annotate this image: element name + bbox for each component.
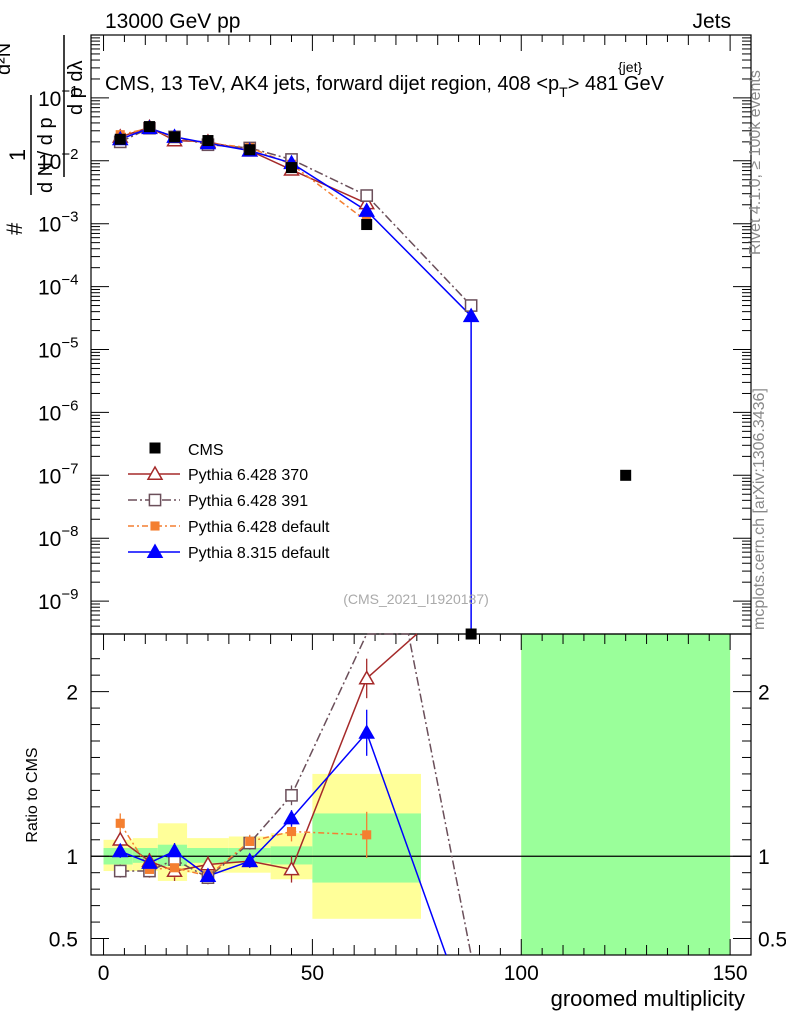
ratio-data-point <box>199 867 217 882</box>
y-tick-label: 10−5 <box>38 335 78 363</box>
ratio-x-label: groomed multiplicity <box>551 986 745 1011</box>
y-tick-label: 10−2 <box>38 146 78 174</box>
mcplots-label: mcplots.cern.ch [arXiv:1306.3436] <box>751 388 768 630</box>
stat-band <box>270 846 313 865</box>
ylabel-frac1-den: d N / d p <box>35 117 57 193</box>
cms-data-point <box>286 162 298 174</box>
cms-data-point <box>620 469 632 481</box>
tick-labels: 10−1 10−2 10−3 10−4 10−5 10−6 10−7 10−8 10−9 0 50 1… <box>38 83 786 985</box>
ylabel-hash: # <box>2 222 27 235</box>
ratio-data-point <box>115 818 125 828</box>
ratio-data-point <box>113 864 127 878</box>
header-right: Jets <box>692 10 731 33</box>
plot-frames <box>90 34 752 956</box>
watermark: (CMS_2021_I1920187) <box>343 591 489 607</box>
ratio-data-point <box>286 826 297 837</box>
chart-title: CMS, 13 TeV, AK4 jets, forward dijet reg… <box>105 73 665 100</box>
y-tick-label: 10−6 <box>38 397 78 425</box>
ratio-y-tick-label: 2 <box>66 682 78 705</box>
cms-data-point <box>143 121 155 133</box>
ylabel-frac2-num: d²N <box>0 43 15 75</box>
legend-label: Pythia 8.315 default <box>188 545 330 562</box>
cms-data-point <box>361 219 373 231</box>
stat-band <box>521 634 731 955</box>
y-tick-label: 10−1 <box>38 83 78 111</box>
ratio-y-tick-label: 1 <box>66 846 78 869</box>
cms-data-point <box>244 144 256 156</box>
legend-label-cms: CMS <box>188 442 224 459</box>
header-left: 13000 GeV pp <box>105 10 240 33</box>
ratio-data-point <box>141 854 158 869</box>
ratio-uncertainty-bands <box>103 634 731 955</box>
ratio-y-tick-label: 0.5 <box>758 929 786 952</box>
legend: CMS Pythia 6.428 370 Pythia 6.428 391 Pythi… <box>128 442 330 562</box>
x-tick-label: 50 <box>301 962 324 985</box>
ratio-data-point <box>169 863 180 873</box>
legend-label: Pythia 6.428 370 <box>188 467 308 484</box>
cms-data-point <box>202 135 214 147</box>
ratio-data-point <box>166 842 183 858</box>
ratio-data-point <box>144 864 155 874</box>
x-tick-label: 150 <box>713 962 748 985</box>
cms-data-point <box>114 133 126 145</box>
ratio-data-point <box>362 830 372 840</box>
main-data-point <box>358 202 375 217</box>
main-data-point <box>462 307 480 323</box>
ratio-data-point <box>111 842 129 858</box>
ratio-y-tick-label: 1 <box>758 846 770 869</box>
ratio-data-point <box>358 724 375 739</box>
y-tick-label: 10−8 <box>38 523 78 551</box>
legend-marker <box>148 493 162 507</box>
ratio-data-point <box>358 669 375 685</box>
main-data-point <box>360 189 374 202</box>
ratio-data-point <box>245 836 255 846</box>
legend-marker <box>146 465 164 480</box>
axis-ticks <box>91 34 751 956</box>
legend-marker-cms <box>149 442 161 454</box>
ratio-data-point <box>241 852 259 868</box>
y-tick-label: 10−9 <box>38 586 78 614</box>
series-markers <box>111 118 632 884</box>
ratio-y-label: Ratio to CMS <box>24 747 41 842</box>
cms-data-point <box>169 131 181 143</box>
y-tick-label: 10−7 <box>38 460 78 488</box>
cms-data-point <box>465 628 477 640</box>
ratio-plot-frame <box>90 633 752 956</box>
chart-title-superscript: {jet} <box>618 59 642 75</box>
ratio-data-point <box>283 809 300 825</box>
legend-marker <box>150 521 160 531</box>
y-tick-label: 10−4 <box>38 272 78 300</box>
legend-label: Pythia 6.428 default <box>188 519 330 536</box>
ratio-data-point <box>283 860 300 876</box>
stat-band <box>187 848 229 863</box>
y-tick-label: 10−3 <box>38 209 78 237</box>
x-tick-label: 100 <box>504 962 539 985</box>
legend-label: Pythia 6.428 391 <box>188 493 308 510</box>
ratio-y-tick-label: 2 <box>758 682 770 705</box>
x-tick-label: 0 <box>98 962 110 985</box>
ratio-y-tick-label: 0.5 <box>49 929 78 952</box>
ratio-data-point <box>285 788 298 802</box>
rivet-label: Rivet 4.1.0, ≥ 100k events <box>747 70 764 255</box>
ylabel-frac2-den: d p dλ <box>65 61 87 115</box>
main-series-line <box>120 126 368 205</box>
legend-marker <box>146 543 164 558</box>
ylabel-frac1-num: 1 <box>5 149 30 161</box>
y-axis-label-main: 1 d N / d p # d²N d p dλ <box>0 35 87 235</box>
